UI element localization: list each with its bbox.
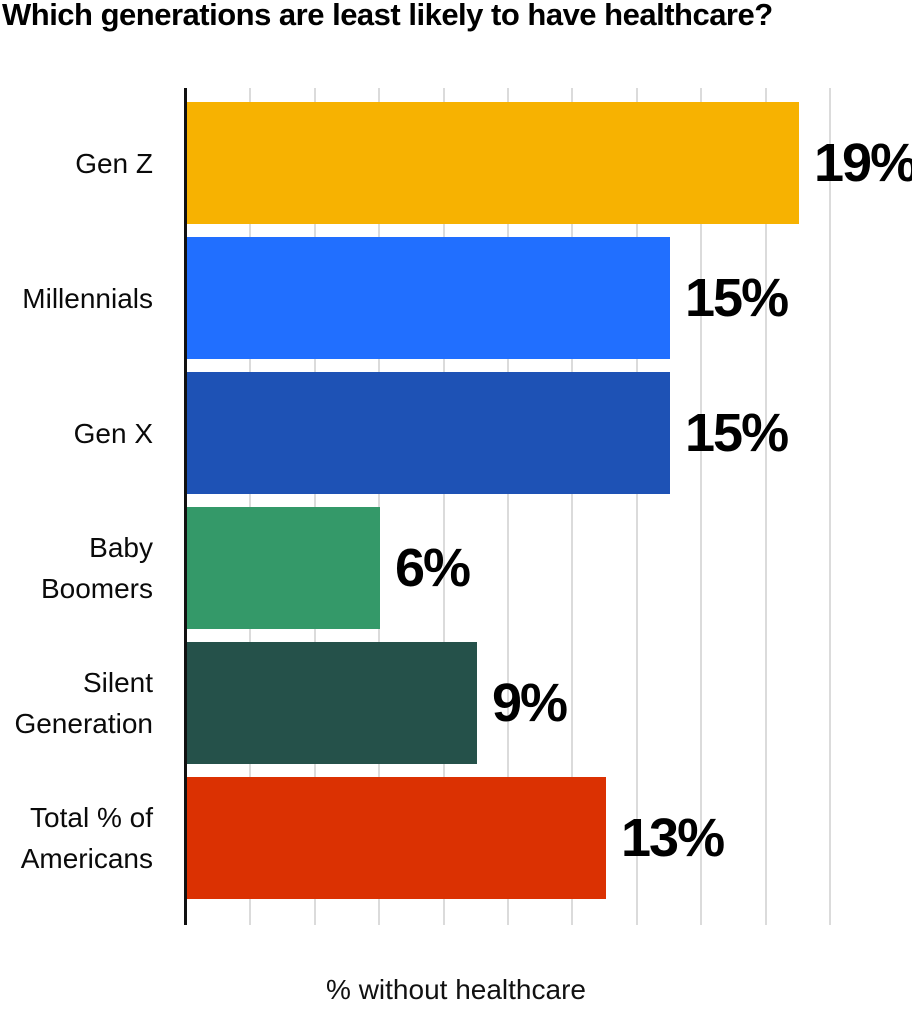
gridline bbox=[829, 88, 831, 925]
bar-millennials[interactable] bbox=[187, 237, 670, 359]
category-label: Gen X bbox=[73, 417, 153, 449]
y-axis-line bbox=[184, 88, 187, 925]
bar-value-label: 13% bbox=[621, 808, 725, 868]
bar-gen-z[interactable] bbox=[187, 102, 799, 224]
bar-value-label: 19% bbox=[814, 133, 912, 193]
bar-value-label: 6% bbox=[395, 538, 471, 598]
gridline bbox=[507, 88, 509, 925]
gridline bbox=[378, 88, 381, 925]
gridline bbox=[442, 88, 445, 925]
plot-area: 19% 15% 15% 6% 9% 13% bbox=[184, 88, 912, 925]
bar-silent-generation[interactable] bbox=[187, 642, 477, 764]
gridline bbox=[764, 88, 767, 925]
category-label: Gen Z bbox=[75, 147, 153, 179]
chart-title: Which generations are least likely to ha… bbox=[2, 0, 773, 32]
bar-total-of-americans[interactable] bbox=[187, 777, 606, 899]
category-label: Millennials bbox=[22, 282, 153, 314]
bar-value-label: 15% bbox=[685, 268, 789, 328]
bar-baby-boomers[interactable] bbox=[187, 507, 380, 629]
category-label: Baby Boomers bbox=[40, 532, 153, 604]
gridline bbox=[571, 88, 574, 925]
gridline bbox=[700, 88, 703, 925]
category-label: Total % of Americans bbox=[20, 802, 153, 874]
x-axis-label: % without healthcare bbox=[326, 974, 586, 1005]
gridline bbox=[313, 88, 316, 925]
bar-gen-x[interactable] bbox=[187, 372, 670, 494]
bar-value-label: 15% bbox=[685, 403, 789, 463]
gridline bbox=[249, 88, 252, 925]
bar-value-label: 9% bbox=[492, 673, 568, 733]
gridline bbox=[635, 88, 638, 925]
category-label: Silent Generation bbox=[14, 667, 153, 739]
